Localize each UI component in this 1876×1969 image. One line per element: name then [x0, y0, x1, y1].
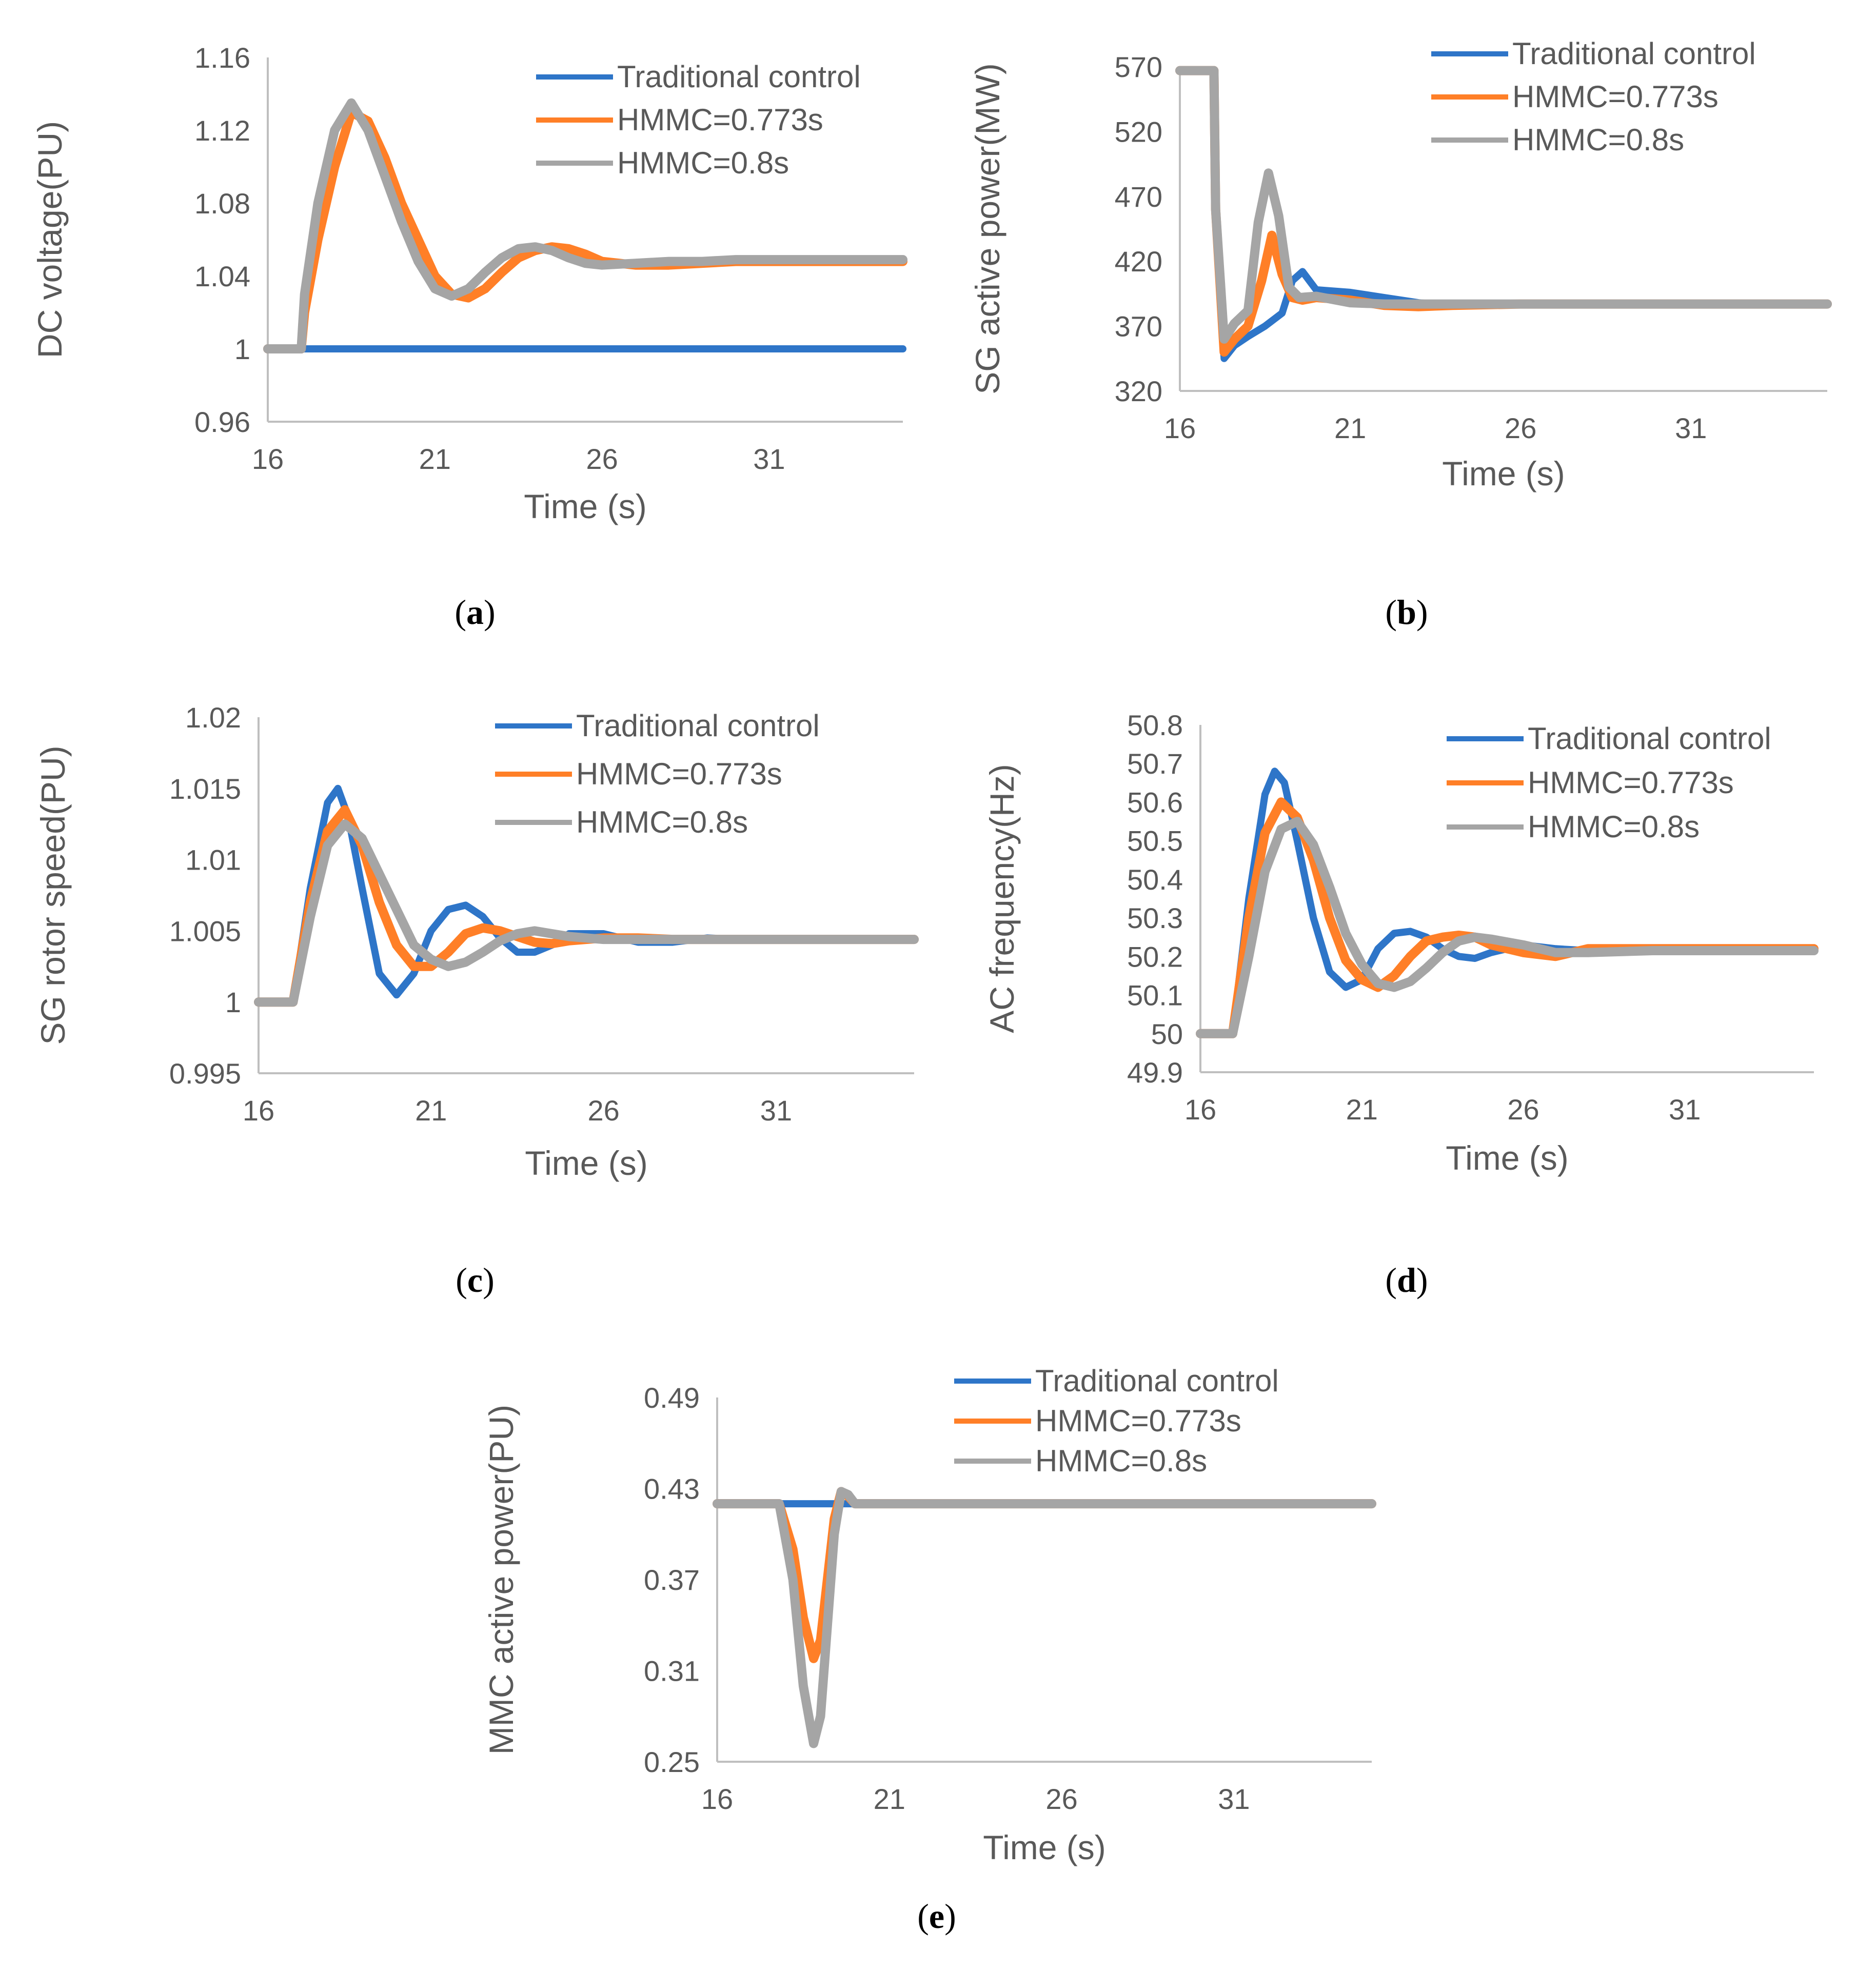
x-tick-label: 26 [586, 443, 618, 475]
legend-label-hmmc_0773: HMMC=0.773s [576, 757, 782, 791]
y-tick-label: 1 [225, 986, 241, 1018]
y-axis-label: SG rotor speed(PU) [34, 745, 72, 1045]
y-tick-label: 420 [1115, 245, 1162, 278]
legend-label-hmmc_08: HMMC=0.8s [576, 805, 748, 839]
legend-label-traditional: Traditional control [1512, 36, 1756, 71]
y-tick-label: 470 [1115, 181, 1162, 213]
x-tick-label: 31 [1669, 1093, 1701, 1126]
x-axis-label: Time (s) [525, 1144, 648, 1182]
x-tick-label: 16 [1164, 412, 1196, 444]
y-tick-label: 1.12 [194, 114, 250, 147]
y-tick-label: 50.4 [1127, 863, 1183, 896]
x-axis-label: Time (s) [1446, 1139, 1569, 1177]
series-line-hmmc_0773 [713, 1487, 1376, 1663]
legend-label-traditional: Traditional control [576, 708, 820, 743]
y-tick-label: 520 [1115, 115, 1162, 148]
y-tick-label: 1.16 [194, 42, 250, 74]
y-tick-label: 1.005 [169, 915, 241, 947]
x-tick-label: 26 [1505, 412, 1536, 444]
y-tick-label: 1.015 [169, 773, 241, 805]
y-tick-label: 0.49 [644, 1382, 700, 1414]
legend-label-hmmc_0773: HMMC=0.773s [1512, 80, 1719, 114]
x-tick-label: 16 [1184, 1093, 1216, 1126]
y-tick-label: 49.9 [1127, 1056, 1183, 1089]
series-line-hmmc_08 [1175, 66, 1832, 344]
y-axis-label: DC voltage(PU) [31, 121, 69, 358]
chart-b: 320 370 420 470 520 570 16 21 26 31 Time (s) SG act… [969, 36, 1832, 632]
x-tick-label: 21 [1334, 412, 1366, 444]
panel-caption: (d) [1385, 1261, 1428, 1299]
x-tick-label: 21 [874, 1783, 905, 1815]
x-tick-label: 31 [1218, 1783, 1250, 1815]
chart-c: 0.995 1 1.005 1.01 1.015 1.02 16 21 26 31 Time (s)… [34, 701, 919, 1299]
legend-label-hmmc_0773: HMMC=0.773s [1035, 1404, 1241, 1438]
x-axis-label: Time (s) [983, 1828, 1106, 1866]
y-tick-label: 50.2 [1127, 940, 1183, 973]
legend-label-traditional: Traditional control [617, 60, 861, 94]
x-tick-label: 16 [243, 1094, 274, 1127]
y-tick-label: 50.5 [1127, 825, 1183, 857]
series-line-hmmc_0773 [1196, 797, 1819, 1038]
x-tick-label: 16 [701, 1783, 733, 1815]
legend-label-hmmc_08: HMMC=0.8s [617, 146, 789, 180]
x-tick-label: 21 [1346, 1093, 1378, 1126]
panel-caption: (b) [1385, 593, 1428, 632]
legend-label-hmmc_08: HMMC=0.8s [1512, 123, 1684, 157]
y-tick-label: 1 [234, 333, 250, 365]
y-tick-label: 0.37 [644, 1564, 700, 1596]
y-tick-label: 570 [1115, 51, 1162, 83]
y-axis-label: SG active power(MW) [969, 63, 1006, 394]
x-axis-label: Time (s) [524, 487, 647, 525]
x-tick-label: 21 [415, 1094, 447, 1127]
y-tick-label: 50.6 [1127, 786, 1183, 818]
legend-label-traditional: Traditional control [1035, 1364, 1279, 1398]
y-axis-label: AC frequency(Hz) [983, 764, 1021, 1033]
y-tick-label: 320 [1115, 375, 1162, 407]
x-tick-label: 21 [419, 443, 451, 475]
panel-caption: (c) [456, 1261, 495, 1299]
legend-label-hmmc_08: HMMC=0.8s [1528, 810, 1700, 844]
y-tick-label: 1.01 [185, 844, 241, 876]
panel-caption: (e) [917, 1897, 956, 1936]
x-tick-label: 31 [753, 443, 785, 475]
y-axis-label: MMC active power(PU) [482, 1405, 520, 1755]
y-tick-label: 50.3 [1127, 902, 1183, 934]
legend-label-hmmc_08: HMMC=0.8s [1035, 1444, 1207, 1478]
chart-d: 49.9 50 50.1 50.2 50.3 50.4 50.5 50.6 50.7 50.8 16… [983, 709, 1819, 1299]
chart-a: 0.96 1 1.04 1.08 1.12 1.16 16 21 26 31 Time (s) DC … [31, 42, 907, 632]
y-tick-label: 0.43 [644, 1473, 700, 1505]
y-tick-label: 50.1 [1127, 979, 1183, 1012]
legend-label-traditional: Traditional control [1528, 721, 1771, 756]
y-tick-label: 370 [1115, 310, 1162, 343]
legend-label-hmmc_0773: HMMC=0.773s [1528, 765, 1734, 800]
x-tick-label: 16 [252, 443, 284, 475]
legend-label-hmmc_0773: HMMC=0.773s [617, 103, 823, 137]
x-tick-label: 26 [1045, 1783, 1077, 1815]
y-tick-label: 0.25 [644, 1746, 700, 1778]
x-tick-label: 31 [760, 1094, 792, 1127]
series-line-hmmc_0773 [263, 107, 907, 353]
series-line-hmmc_08 [263, 98, 907, 353]
y-tick-label: 1.08 [194, 187, 250, 220]
panel-caption: (a) [455, 593, 495, 632]
x-tick-label: 26 [587, 1094, 619, 1127]
y-tick-label: 0.96 [194, 406, 250, 438]
y-tick-label: 1.02 [185, 701, 241, 734]
y-tick-label: 1.04 [194, 260, 250, 292]
y-tick-label: 0.995 [169, 1057, 241, 1090]
series-line-hmmc_08 [254, 819, 919, 1007]
chart-e: 0.25 0.31 0.37 0.43 0.49 16 21 26 31 Time (s) MMC … [482, 1364, 1376, 1936]
x-tick-label: 31 [1675, 412, 1707, 444]
series-line-hmmc_08 [713, 1487, 1376, 1748]
x-axis-label: Time (s) [1442, 455, 1565, 493]
y-tick-label: 0.31 [644, 1655, 700, 1687]
y-tick-label: 50.7 [1127, 747, 1183, 780]
y-tick-label: 50.8 [1127, 709, 1183, 741]
series-line-hmmc_08 [1196, 817, 1819, 1038]
y-tick-label: 50 [1151, 1018, 1183, 1050]
x-tick-label: 26 [1507, 1093, 1539, 1126]
